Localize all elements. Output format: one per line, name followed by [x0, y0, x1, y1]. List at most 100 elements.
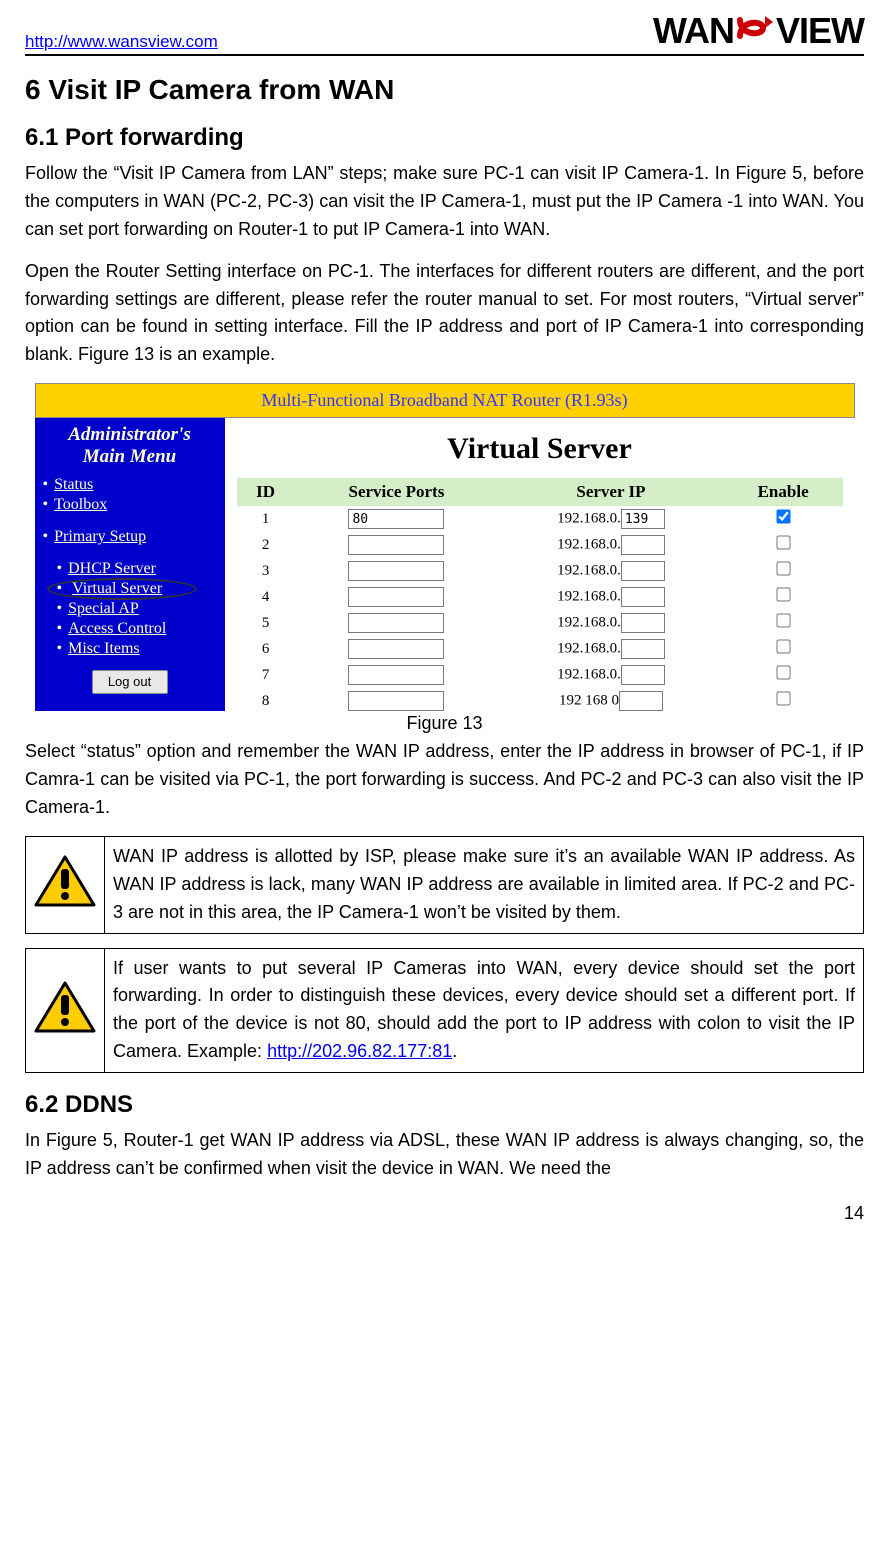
paragraph-4: In Figure 5, Router-1 get WAN IP address…: [25, 1127, 864, 1183]
admin-menu-title: Administrator's Main Menu: [43, 424, 217, 468]
warning-text-2: If user wants to put several IP Cameras …: [105, 948, 864, 1073]
warn2-after: .: [452, 1041, 457, 1061]
service-port-input[interactable]: [348, 587, 444, 607]
logo-text-right: VIEW: [776, 10, 864, 52]
warning-icon-cell-2: [26, 948, 105, 1073]
virtual-server-title: Virtual Server: [237, 432, 843, 466]
ip-prefix-text: 192.168.0.: [557, 511, 621, 527]
warn2-before: If user wants to put several IP Cameras …: [113, 958, 855, 1062]
server-ip-input[interactable]: [621, 561, 665, 581]
row-enable-cell: [724, 506, 843, 532]
menu-virtual-server[interactable]: Virtual Server: [57, 580, 217, 598]
figure-13-caption: Figure 13: [25, 713, 864, 734]
menu-toolbox-link[interactable]: Toolbox: [54, 496, 107, 513]
row-id: 2: [237, 532, 295, 558]
menu-primary-setup[interactable]: Primary Setup: [43, 528, 217, 546]
router-sidebar: Administrator's Main Menu Status Toolbox…: [35, 418, 225, 711]
row-enable-cell: [724, 610, 843, 636]
server-ip-input[interactable]: [621, 509, 665, 529]
logo-s-icon: [735, 10, 775, 52]
row-id: 3: [237, 558, 295, 584]
header-url-link[interactable]: http://www.wansview.com: [25, 32, 218, 52]
example-ip-link[interactable]: http://202.96.82.177:81: [267, 1041, 452, 1061]
table-row: 8 192 168 0: [237, 688, 843, 711]
enable-checkbox[interactable]: [776, 614, 790, 628]
menu-dhcp-link[interactable]: DHCP Server: [68, 560, 156, 577]
row-ip-cell: 192.168.0.: [498, 532, 724, 558]
row-ip-cell: 192 168 0: [498, 688, 724, 711]
row-ip-cell: 192.168.0.: [498, 610, 724, 636]
menu-dhcp[interactable]: DHCP Server: [57, 560, 217, 578]
server-ip-input[interactable]: [621, 613, 665, 633]
service-port-input[interactable]: [348, 509, 444, 529]
server-ip-input[interactable]: [621, 639, 665, 659]
router-figure: Multi-Functional Broadband NAT Router (R…: [35, 383, 855, 711]
row-enable-cell: [724, 558, 843, 584]
warning-box-2: If user wants to put several IP Cameras …: [25, 948, 864, 1074]
menu-primary-link[interactable]: Primary Setup: [54, 528, 146, 545]
menu-status[interactable]: Status: [43, 476, 217, 494]
server-ip-input[interactable]: [621, 535, 665, 555]
menu-access-link[interactable]: Access Control: [68, 620, 166, 637]
enable-checkbox[interactable]: [776, 692, 790, 706]
menu-status-link[interactable]: Status: [54, 476, 93, 493]
table-row: 5 192.168.0.: [237, 610, 843, 636]
row-id: 5: [237, 610, 295, 636]
logout-button[interactable]: Log out: [92, 670, 168, 694]
table-row: 6 192.168.0.: [237, 636, 843, 662]
row-ip-cell: 192.168.0.: [498, 506, 724, 532]
server-ip-input[interactable]: [621, 587, 665, 607]
server-ip-input[interactable]: [619, 691, 663, 711]
service-port-input[interactable]: [348, 639, 444, 659]
heading-6-1: 6.1 Port forwarding: [25, 124, 864, 152]
warning-icon-cell-1: [26, 836, 105, 933]
heading-6: 6 Visit IP Camera from WAN: [25, 74, 864, 106]
row-ip-cell: 192.168.0.: [498, 662, 724, 688]
admin-title-l2: Main Menu: [83, 446, 176, 467]
ip-prefix-text: 192 168 0: [559, 693, 619, 709]
warning-text-1-content: WAN IP address is allotted by ISP, pleas…: [113, 843, 855, 927]
admin-title-l1: Administrator's: [68, 424, 191, 445]
row-ip-cell: 192.168.0.: [498, 636, 724, 662]
service-port-input[interactable]: [348, 535, 444, 555]
service-port-input[interactable]: [348, 691, 444, 711]
row-enable-cell: [724, 636, 843, 662]
paragraph-3: Select “status” option and remember the …: [25, 738, 864, 822]
row-port-cell: [295, 610, 498, 636]
menu-misc-items[interactable]: Misc Items: [57, 640, 217, 658]
enable-checkbox[interactable]: [776, 666, 790, 680]
row-ip-cell: 192.168.0.: [498, 558, 724, 584]
heading-6-2: 6.2 DDNS: [25, 1091, 864, 1119]
enable-checkbox[interactable]: [776, 588, 790, 602]
router-titlebar: Multi-Functional Broadband NAT Router (R…: [35, 383, 855, 418]
service-port-input[interactable]: [348, 665, 444, 685]
enable-checkbox[interactable]: [776, 562, 790, 576]
server-ip-input[interactable]: [621, 665, 665, 685]
enable-checkbox[interactable]: [776, 640, 790, 654]
service-port-input[interactable]: [348, 613, 444, 633]
col-id: ID: [237, 478, 295, 506]
enable-checkbox[interactable]: [776, 510, 790, 524]
row-id: 6: [237, 636, 295, 662]
menu-special-ap[interactable]: Special AP: [57, 600, 217, 618]
row-id: 7: [237, 662, 295, 688]
table-row: 7 192.168.0.: [237, 662, 843, 688]
warning-text-1: WAN IP address is allotted by ISP, pleas…: [105, 836, 864, 933]
ip-prefix-text: 192.168.0.: [557, 641, 621, 657]
ip-prefix-text: 192.168.0.: [557, 563, 621, 579]
row-enable-cell: [724, 688, 843, 711]
col-enable: Enable: [724, 478, 843, 506]
table-row: 1192.168.0.: [237, 506, 843, 532]
row-port-cell: [295, 532, 498, 558]
row-port-cell: [295, 662, 498, 688]
virtual-server-table: ID Service Ports Server IP Enable 1192.1…: [237, 478, 843, 711]
menu-misc-link[interactable]: Misc Items: [68, 640, 140, 657]
enable-checkbox[interactable]: [776, 536, 790, 550]
paragraph-1: Follow the “Visit IP Camera from LAN” st…: [25, 160, 864, 244]
service-port-input[interactable]: [348, 561, 444, 581]
row-id: 8: [237, 688, 295, 711]
menu-special-link[interactable]: Special AP: [68, 600, 139, 617]
menu-access-control[interactable]: Access Control: [57, 620, 217, 638]
row-port-cell: [295, 558, 498, 584]
menu-toolbox[interactable]: Toolbox: [43, 496, 217, 514]
